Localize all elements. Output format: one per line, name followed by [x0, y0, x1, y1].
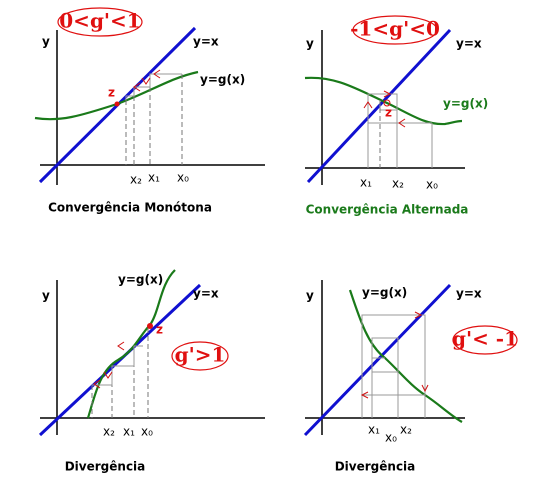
x-label: x₁: [368, 423, 380, 437]
line-label: y=x: [193, 35, 219, 49]
x-label: x₀: [177, 171, 189, 185]
x-label: x₂: [130, 173, 142, 187]
x-label: x₁: [123, 425, 135, 439]
line-label: y=x: [193, 287, 219, 301]
x-label: x₂: [400, 423, 412, 437]
y-label: y: [42, 35, 50, 49]
line-label: y=x: [456, 287, 482, 301]
title-oval: [171, 341, 229, 371]
title: 0<g'<1: [59, 9, 140, 33]
y-label: y: [42, 289, 50, 303]
curve-label: y=g(x): [362, 286, 407, 300]
panel: g'< -1 y y=x y=g(x) x₁ x₀ x₂ Divergência: [303, 280, 518, 474]
y-label: y: [306, 37, 314, 51]
x-label: x₀: [426, 178, 438, 192]
caption: Divergência: [65, 460, 146, 474]
x-label: x₀: [385, 431, 397, 445]
fixed-point: [147, 323, 153, 329]
y-label: y: [306, 289, 314, 303]
x-label: x₁: [148, 171, 160, 185]
fixed-point-label: z: [156, 323, 163, 337]
title-oval: [57, 7, 143, 37]
caption: Divergência: [335, 460, 416, 474]
fixed-point: [114, 101, 120, 107]
line-label: y=x: [456, 37, 482, 51]
cobweb: [92, 345, 143, 386]
title: -1<g'<0: [350, 17, 440, 41]
x-label: x₁: [360, 176, 372, 190]
arrows: [363, 90, 406, 128]
caption: Convergência Alternada: [306, 203, 469, 217]
identity-line: [306, 28, 452, 184]
curve: [348, 289, 463, 423]
curve: [86, 269, 176, 419]
caption: Convergência Monótona: [48, 201, 212, 215]
panel: 0<g'<1 y y=x y=g(x) z x₂ x₁ x₀ Convergên…: [34, 7, 265, 215]
panel: g'>1 y y=x y=g(x) z x₂ x₁ x₀ Divergência: [38, 269, 265, 474]
x-label: x₂: [392, 177, 404, 191]
title: g'< -1: [452, 327, 518, 351]
x-label: x₂: [103, 425, 115, 439]
title-oval: [452, 325, 518, 355]
cobweb: [367, 93, 433, 168]
fixed-point-label: z: [385, 106, 392, 120]
arrows: [133, 69, 161, 92]
arrows: [360, 311, 429, 399]
fixed-point-label: z: [108, 86, 115, 100]
curve: [304, 76, 463, 126]
panel: -1<g'<0 y y=x y=g(x) z x₁ x₂ x₀ Convergê…: [304, 15, 488, 217]
curve-label: y=g(x): [200, 73, 245, 87]
fixed-point: [383, 99, 391, 107]
x-label: x₀: [141, 425, 153, 439]
curve-label: y=g(x): [118, 273, 163, 287]
curve-label: y=g(x): [443, 97, 488, 111]
title: g'>1: [175, 343, 226, 367]
identity-line: [303, 283, 452, 437]
title-oval: [352, 15, 438, 45]
guides: [125, 74, 183, 165]
arrows: [93, 341, 125, 389]
curve: [34, 70, 199, 121]
